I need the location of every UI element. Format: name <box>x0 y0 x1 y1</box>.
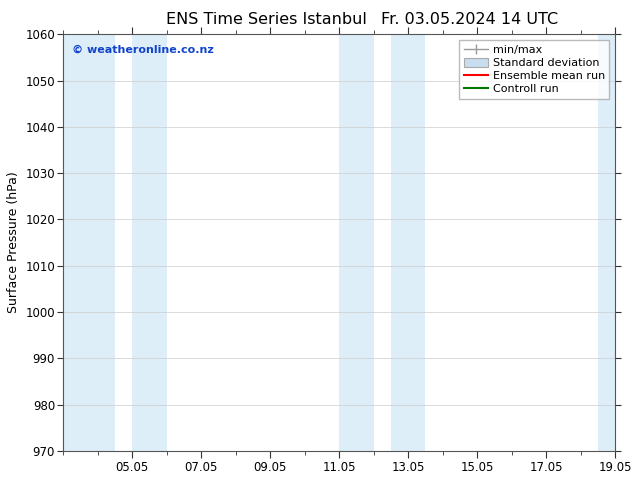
Text: ENS Time Series Istanbul: ENS Time Series Istanbul <box>166 12 366 27</box>
Bar <box>391 34 425 451</box>
Bar <box>63 34 115 451</box>
Text: Fr. 03.05.2024 14 UTC: Fr. 03.05.2024 14 UTC <box>380 12 558 27</box>
Bar <box>133 34 167 451</box>
Legend: min/max, Standard deviation, Ensemble mean run, Controll run: min/max, Standard deviation, Ensemble me… <box>460 40 609 99</box>
Bar <box>339 34 373 451</box>
Bar <box>598 34 632 451</box>
Text: © weatheronline.co.nz: © weatheronline.co.nz <box>72 45 214 55</box>
Y-axis label: Surface Pressure (hPa): Surface Pressure (hPa) <box>7 172 20 314</box>
